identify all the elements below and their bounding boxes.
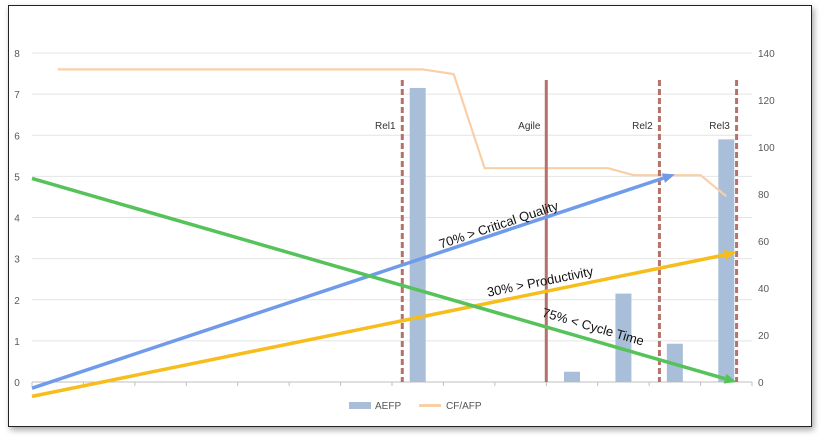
trend-arrowhead — [723, 249, 737, 260]
legend-cf-afp-label: CF/AFP — [446, 401, 482, 412]
release-lines: Rel1 Agile Rel2 Rel3 — [375, 80, 739, 382]
right-tick-label: 120 — [758, 96, 775, 107]
left-tick-label: 5 — [14, 172, 20, 183]
left-tick-label: 2 — [14, 296, 20, 307]
trend-arrow-line — [31, 176, 665, 390]
cf-afp-line — [57, 68, 727, 198]
chart-title: LDNG — [387, 12, 434, 31]
legend-aefp-swatch — [349, 402, 371, 409]
trend-arrowhead — [661, 173, 675, 183]
left-tick-label: 8 — [14, 49, 20, 60]
release-label: Rel1 — [375, 121, 396, 132]
aefp-bar — [718, 139, 735, 382]
right-tick-label: 140 — [758, 49, 775, 60]
left-tick-label: 6 — [14, 131, 20, 142]
release-label: Agile — [518, 121, 541, 132]
trend-arrow-line — [31, 176, 726, 381]
left-tick-label: 1 — [14, 337, 20, 348]
left-tick-label: 3 — [14, 255, 20, 266]
right-tick-label: 20 — [758, 331, 770, 342]
left-tick-label: 7 — [14, 90, 20, 101]
gridlines — [31, 52, 753, 386]
legend-aefp-label: AEFP — [375, 401, 401, 412]
right-tick-label: 100 — [758, 143, 775, 154]
left-tick-label: 0 — [14, 378, 20, 389]
trend-arrow-line — [31, 253, 726, 399]
release-label: Rel3 — [709, 121, 730, 132]
aefp-bar — [564, 371, 580, 382]
release-label: Rel2 — [632, 121, 653, 132]
left-axis-ticks: 0 1 2 3 4 5 6 7 8 — [14, 49, 20, 389]
trend-arrowhead — [723, 373, 737, 384]
left-tick-label: 4 — [14, 214, 20, 225]
trend-arrow-label: 70% > Critical Quality — [437, 198, 560, 252]
aefp-bar — [409, 87, 426, 383]
right-tick-label: 80 — [758, 190, 770, 201]
aefp-bar — [615, 293, 632, 382]
right-axis-ticks: 0 20 40 60 80 100 120 140 — [758, 49, 775, 389]
legend: AEFP CF/AFP — [349, 401, 482, 412]
right-tick-label: 0 — [758, 378, 764, 389]
aefp-bars — [409, 87, 735, 383]
cf-afp-series-line — [57, 68, 727, 198]
right-tick-label: 60 — [758, 237, 770, 248]
right-tick-label: 40 — [758, 284, 770, 295]
